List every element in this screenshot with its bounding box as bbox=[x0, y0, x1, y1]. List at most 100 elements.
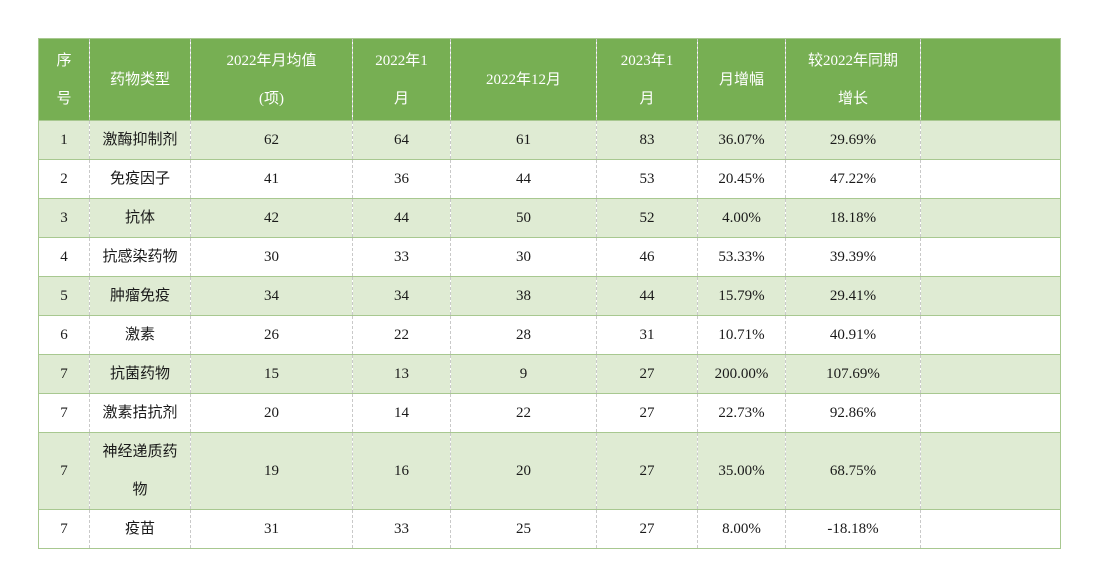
table-cell-drug-type: 激素 bbox=[89, 315, 191, 355]
table-cell-blank bbox=[920, 159, 1061, 199]
table-cell-month-growth: 10.71% bbox=[697, 315, 786, 355]
table-row: 5 肿瘤免疫 34 34 38 44 15.79% 29.41% bbox=[38, 276, 1061, 316]
table-cell-dec-2022: 50 bbox=[450, 198, 597, 238]
column-header-monthly-avg-2022: 2022年月均值 (项) bbox=[190, 38, 353, 121]
table-cell-drug-type: 抗菌药物 bbox=[89, 354, 191, 394]
table-cell-seq-number: 7 bbox=[38, 393, 90, 433]
table-cell-drug-type: 激酶抑制剂 bbox=[89, 120, 191, 160]
table-cell-blank bbox=[920, 120, 1061, 160]
table-cell-monthly-avg-2022: 15 bbox=[190, 354, 353, 394]
table-cell-seq-number: 6 bbox=[38, 315, 90, 355]
table-cell-jan-2023: 53 bbox=[596, 159, 698, 199]
table-cell-jan-2022: 36 bbox=[352, 159, 451, 199]
table-cell-dec-2022: 61 bbox=[450, 120, 597, 160]
table-cell-yoy-growth: 39.39% bbox=[785, 237, 921, 277]
table-cell-seq-number: 7 bbox=[38, 509, 90, 549]
table-cell-dec-2022: 44 bbox=[450, 159, 597, 199]
table-cell-month-growth: 53.33% bbox=[697, 237, 786, 277]
table-cell-drug-type: 肿瘤免疫 bbox=[89, 276, 191, 316]
table-row: 3 抗体 42 44 50 52 4.00% 18.18% bbox=[38, 198, 1061, 238]
table-cell-jan-2023: 83 bbox=[596, 120, 698, 160]
table-cell-blank bbox=[920, 315, 1061, 355]
table-body: 1 激酶抑制剂 62 64 61 83 36.07% 29.69% 2 免疫因子 41 36 44 53 2… bbox=[38, 120, 1061, 549]
table-cell-yoy-growth: 107.69% bbox=[785, 354, 921, 394]
column-header-jan-2022: 2022年1 月 bbox=[352, 38, 451, 121]
table-cell-jan-2022: 64 bbox=[352, 120, 451, 160]
table-cell-jan-2023: 27 bbox=[596, 354, 698, 394]
table-cell-seq-number: 5 bbox=[38, 276, 90, 316]
table-cell-jan-2022: 33 bbox=[352, 237, 451, 277]
table-cell-jan-2022: 14 bbox=[352, 393, 451, 433]
table-cell-yoy-growth: 47.22% bbox=[785, 159, 921, 199]
column-header-blank bbox=[920, 38, 1061, 121]
table-cell-seq-number: 7 bbox=[38, 432, 90, 510]
table-cell-blank bbox=[920, 237, 1061, 277]
table-cell-dec-2022: 38 bbox=[450, 276, 597, 316]
table-cell-month-growth: 22.73% bbox=[697, 393, 786, 433]
table-cell-jan-2023: 31 bbox=[596, 315, 698, 355]
table-row: 6 激素 26 22 28 31 10.71% 40.91% bbox=[38, 315, 1061, 355]
column-header-jan-2023: 2023年1 月 bbox=[596, 38, 698, 121]
table-cell-jan-2022: 34 bbox=[352, 276, 451, 316]
table-cell-month-growth: 8.00% bbox=[697, 509, 786, 549]
table-cell-seq-number: 4 bbox=[38, 237, 90, 277]
table-row: 7 疫苗 31 33 25 27 8.00% -18.18% bbox=[38, 509, 1061, 549]
table-row: 7 激素拮抗剂 20 14 22 27 22.73% 92.86% bbox=[38, 393, 1061, 433]
table-cell-drug-type: 疫苗 bbox=[89, 509, 191, 549]
table-cell-jan-2023: 27 bbox=[596, 432, 698, 510]
table-cell-jan-2023: 44 bbox=[596, 276, 698, 316]
table-cell-yoy-growth: 92.86% bbox=[785, 393, 921, 433]
table-cell-seq-number: 1 bbox=[38, 120, 90, 160]
header-row: 序 号药物类型 2022年月均值 (项) 2022年1 月 2022年12月 2023年… bbox=[38, 38, 1061, 121]
table-cell-monthly-avg-2022: 31 bbox=[190, 509, 353, 549]
table-cell-yoy-growth: 40.91% bbox=[785, 315, 921, 355]
table-cell-jan-2022: 22 bbox=[352, 315, 451, 355]
table-cell-seq-number: 2 bbox=[38, 159, 90, 199]
table-cell-dec-2022: 28 bbox=[450, 315, 597, 355]
table-row: 7 抗菌药物 15 13 9 27 200.00% 107.69% bbox=[38, 354, 1061, 394]
column-header-yoy-growth: 较2022年同期 增长 bbox=[785, 38, 921, 121]
table-cell-month-growth: 35.00% bbox=[697, 432, 786, 510]
table-cell-jan-2023: 52 bbox=[596, 198, 698, 238]
table-cell-blank bbox=[920, 393, 1061, 433]
table-cell-drug-type: 抗体 bbox=[89, 198, 191, 238]
table-cell-drug-type: 抗感染药物 bbox=[89, 237, 191, 277]
table-cell-yoy-growth: -18.18% bbox=[785, 509, 921, 549]
table-cell-jan-2023: 27 bbox=[596, 509, 698, 549]
table-cell-drug-type: 激素拮抗剂 bbox=[89, 393, 191, 433]
table-cell-jan-2023: 27 bbox=[596, 393, 698, 433]
table-cell-yoy-growth: 29.41% bbox=[785, 276, 921, 316]
table-cell-blank bbox=[920, 509, 1061, 549]
table-cell-jan-2022: 33 bbox=[352, 509, 451, 549]
column-header-drug-type: 药物类型 bbox=[89, 38, 191, 121]
column-header-seq-number: 序 号 bbox=[38, 38, 90, 121]
table-cell-month-growth: 36.07% bbox=[697, 120, 786, 160]
table-cell-blank bbox=[920, 354, 1061, 394]
table-cell-blank bbox=[920, 276, 1061, 316]
table-cell-seq-number: 7 bbox=[38, 354, 90, 394]
table-cell-yoy-growth: 18.18% bbox=[785, 198, 921, 238]
table-cell-dec-2022: 25 bbox=[450, 509, 597, 549]
table-cell-monthly-avg-2022: 30 bbox=[190, 237, 353, 277]
table-cell-drug-type: 神经递质药 物 bbox=[89, 432, 191, 510]
table-cell-monthly-avg-2022: 62 bbox=[190, 120, 353, 160]
table-cell-dec-2022: 30 bbox=[450, 237, 597, 277]
table-cell-seq-number: 3 bbox=[38, 198, 90, 238]
table-cell-month-growth: 200.00% bbox=[697, 354, 786, 394]
table-cell-monthly-avg-2022: 34 bbox=[190, 276, 353, 316]
table-row: 1 激酶抑制剂 62 64 61 83 36.07% 29.69% bbox=[38, 120, 1061, 160]
table-cell-month-growth: 4.00% bbox=[697, 198, 786, 238]
table-cell-dec-2022: 9 bbox=[450, 354, 597, 394]
table-row: 4 抗感染药物 30 33 30 46 53.33% 39.39% bbox=[38, 237, 1061, 277]
table-row: 2 免疫因子 41 36 44 53 20.45% 47.22% bbox=[38, 159, 1061, 199]
table-cell-blank bbox=[920, 432, 1061, 510]
table-row: 7 神经递质药 物 19 16 20 27 35.00% 68.75% bbox=[38, 432, 1061, 510]
table-cell-monthly-avg-2022: 42 bbox=[190, 198, 353, 238]
column-header-dec-2022: 2022年12月 bbox=[450, 38, 597, 121]
table-cell-dec-2022: 22 bbox=[450, 393, 597, 433]
table-cell-monthly-avg-2022: 19 bbox=[190, 432, 353, 510]
table-cell-monthly-avg-2022: 41 bbox=[190, 159, 353, 199]
table-cell-jan-2022: 13 bbox=[352, 354, 451, 394]
table-cell-monthly-avg-2022: 20 bbox=[190, 393, 353, 433]
